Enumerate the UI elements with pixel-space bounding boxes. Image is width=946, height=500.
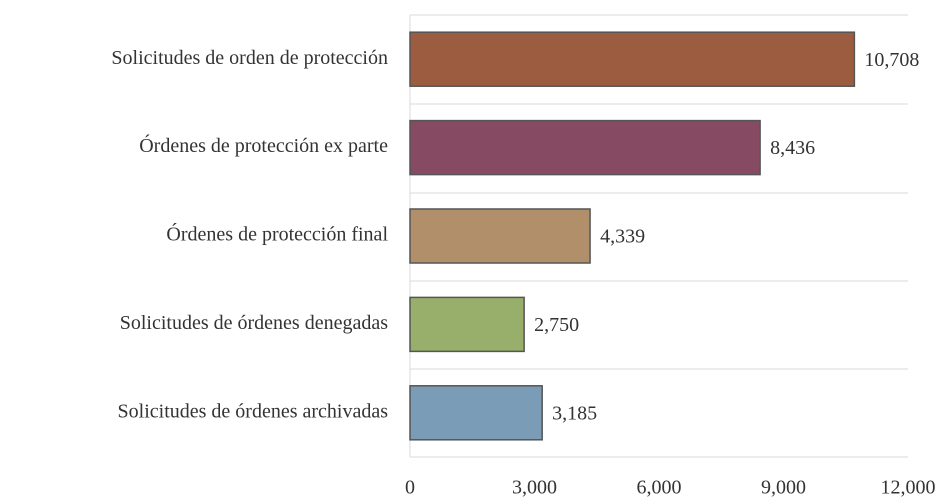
bar (409, 119, 761, 176)
value-label: 3,185 (552, 402, 597, 424)
bar (409, 31, 856, 87)
y-tick-label: Órdenes de protección final (166, 222, 388, 246)
bar (409, 296, 525, 353)
x-tick-label: 6,000 (637, 477, 682, 499)
value-label: 2,750 (534, 314, 579, 336)
x-tick-label: 9,000 (761, 477, 806, 499)
y-tick-label: Órdenes de protección ex parte (139, 133, 388, 157)
bar (409, 385, 543, 441)
y-tick-label: Solicitudes de orden de protección (111, 47, 388, 69)
value-label: 4,339 (600, 226, 645, 248)
separators (410, 14, 908, 458)
x-tick-label: 0 (405, 477, 415, 499)
y-tick-label: Solicitudes de órdenes archivadas (118, 400, 389, 422)
bar (409, 208, 591, 264)
value-label: 10,708 (864, 49, 919, 71)
x-tick-label: 12,000 (881, 477, 936, 499)
value-label: 8,436 (770, 137, 815, 159)
y-tick-label: Solicitudes de órdenes denegadas (120, 312, 388, 334)
x-tick-label: 3,000 (512, 477, 557, 499)
